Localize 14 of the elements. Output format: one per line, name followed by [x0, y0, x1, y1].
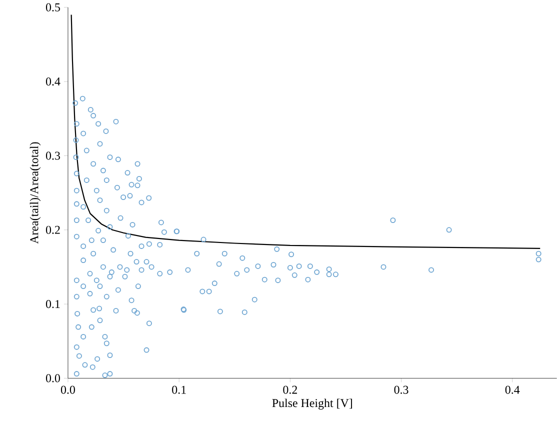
y-tick-label: 0.4 — [46, 77, 60, 86]
y-tick-label: 0.5 — [46, 3, 60, 12]
y-tick-label: 0.1 — [46, 300, 60, 308]
x-tick-label: 0.3 — [394, 386, 408, 394]
y-tick-label: 0.2 — [46, 226, 60, 234]
line-series — [70, 14, 541, 249]
x-tick-label: 0.0 — [60, 386, 75, 394]
x-tick-label: 0.4 — [505, 386, 520, 394]
x-tick-label: 0.1 — [172, 386, 186, 394]
y-axis-title: Area(tail)/Area(total) — [30, 142, 41, 244]
x-axis-title: Pulse Height [V] — [272, 398, 352, 410]
x-tick-label: 0.2 — [283, 386, 297, 394]
y-tick-label: 0.0 — [46, 374, 60, 382]
y-tick-label: 0.3 — [46, 152, 60, 160]
